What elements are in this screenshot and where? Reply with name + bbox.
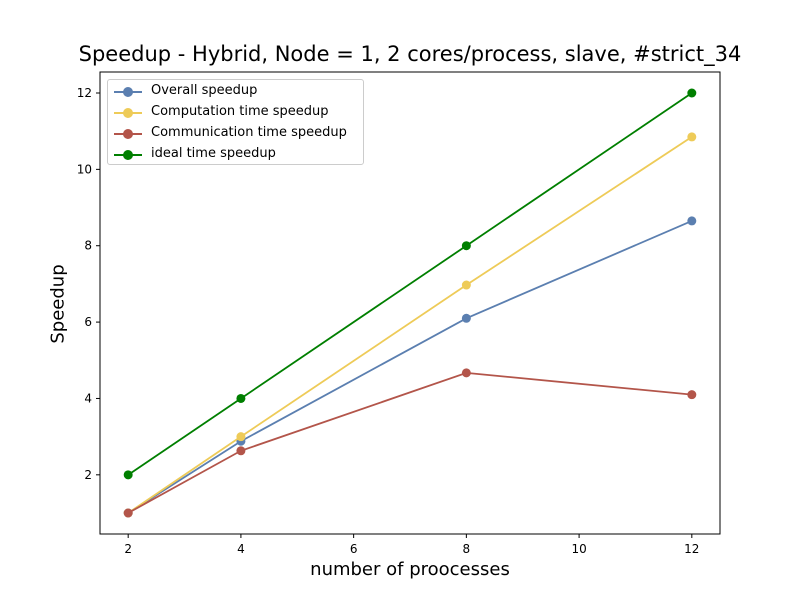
legend-marker-icon — [123, 150, 133, 160]
y-tick-label: 2 — [84, 468, 92, 482]
y-tick-label: 6 — [84, 315, 92, 329]
data-point-2-3 — [687, 390, 697, 400]
x-tick-label: 6 — [350, 542, 358, 556]
series-line-1 — [127, 136, 693, 514]
series-line-3 — [127, 92, 693, 476]
x-tick-label: 2 — [124, 542, 132, 556]
data-point-0-3 — [687, 216, 697, 226]
data-point-1-1 — [236, 432, 246, 442]
legend-item-computation: Computation time speedup — [108, 103, 363, 124]
x-tick-label: 4 — [237, 542, 245, 556]
legend-marker-icon — [123, 108, 133, 118]
data-point-2-1 — [236, 446, 246, 456]
x-tick-label: 10 — [571, 542, 586, 556]
y-axis-label: Speedup — [47, 264, 69, 344]
legend-label: ideal time speedup — [151, 146, 276, 161]
data-point-0-2 — [461, 313, 471, 323]
data-point-3-2 — [461, 241, 471, 251]
legend-item-communication: Communication time speedup — [108, 124, 363, 145]
series-line-2 — [127, 371, 692, 514]
legend-label: Communication time speedup — [151, 125, 347, 140]
legend-marker-icon — [123, 87, 133, 97]
legend-label: Computation time speedup — [151, 104, 329, 119]
data-point-2-2 — [461, 368, 471, 378]
series-line-0 — [127, 220, 693, 514]
x-tick-label: 12 — [684, 542, 699, 556]
legend-item-overall: Overall speedup — [108, 82, 363, 103]
legend: Overall speedup Computation time speedup… — [107, 79, 364, 165]
data-point-3-1 — [236, 393, 246, 403]
data-point-1-2 — [461, 280, 471, 290]
data-point-3-3 — [687, 88, 697, 98]
data-point-3-0 — [123, 470, 133, 480]
y-tick-label: 4 — [84, 391, 92, 405]
legend-label: Overall speedup — [151, 83, 258, 98]
y-tick-label: 10 — [77, 162, 92, 176]
y-tick-label: 8 — [84, 239, 92, 253]
chart-title: Speedup - Hybrid, Node = 1, 2 cores/proc… — [78, 42, 742, 66]
data-point-1-3 — [687, 132, 697, 142]
axes-frame — [99, 71, 721, 535]
x-tick-label: 8 — [463, 542, 471, 556]
legend-item-ideal: ideal time speedup — [108, 145, 363, 166]
y-tick-label: 12 — [77, 86, 92, 100]
x-axis-label: number of proocesses — [310, 559, 510, 580]
legend-marker-icon — [123, 129, 133, 139]
data-point-2-0 — [123, 508, 133, 518]
